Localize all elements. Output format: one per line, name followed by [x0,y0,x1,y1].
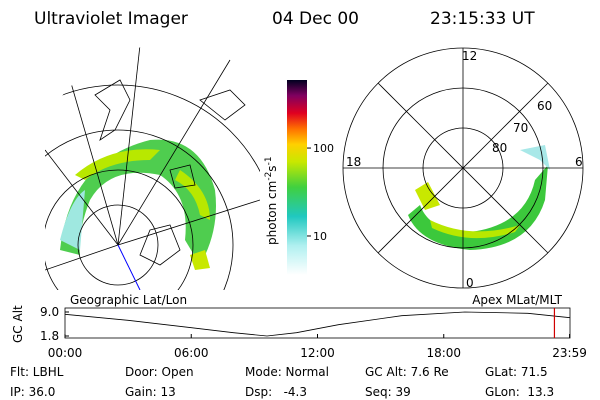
instrument: Ultraviolet Imager [34,9,188,29]
polar-grid [342,47,584,289]
mlt-label: 18 [346,155,361,169]
date: 04 Dec 00 [272,9,359,29]
x-tick-label: 00:00 [48,346,83,360]
mlt-label: 12 [462,49,477,63]
mlt-label: 0 [466,276,474,290]
x-tick-label: 18:00 [426,346,461,360]
info-field: GLat: 71.5 [485,365,548,379]
altitude-curve [64,311,571,337]
info-field: Door: Open [125,365,194,379]
y-tick-label: 9.0 [40,305,59,319]
colorbar-label: photon cm-2s-1 [264,156,279,245]
x-tick-label: 12:00 [300,346,335,360]
mlat-label: 60 [537,99,552,113]
mlat-label: 70 [513,121,528,135]
info-field: GLon: 13.3 [485,385,554,399]
info-field: GC Alt: 7.6 Re [365,365,449,379]
mlat-label: 80 [492,141,507,155]
time: 23:15:33 UT [430,9,535,29]
panel-label: Apex MLat/MLT [472,293,562,307]
colorbar-tick-label: 10 [313,230,327,243]
x-tick-label: 06:00 [174,346,209,360]
info-field: Flt: LBHL [10,365,64,379]
colorbar [287,80,307,275]
info-field: Seq: 39 [365,385,411,399]
alt-axis-label: GC Alt [11,305,25,343]
panel-label: Geographic Lat/Lon [70,293,187,307]
info-field: IP: 36.0 [10,385,55,399]
info-field: Gain: 13 [125,385,176,399]
mlt-label: 6 [575,155,583,169]
info-field: Mode: Normal [245,365,329,379]
polar-image [408,145,550,250]
info-field: Dsp: -4.3 [245,385,307,399]
geographic-map [45,45,260,290]
x-tick-label: 23:59 [552,346,587,360]
colorbar-tick-label: 100 [313,142,334,155]
y-tick-label: 1.8 [40,329,59,343]
